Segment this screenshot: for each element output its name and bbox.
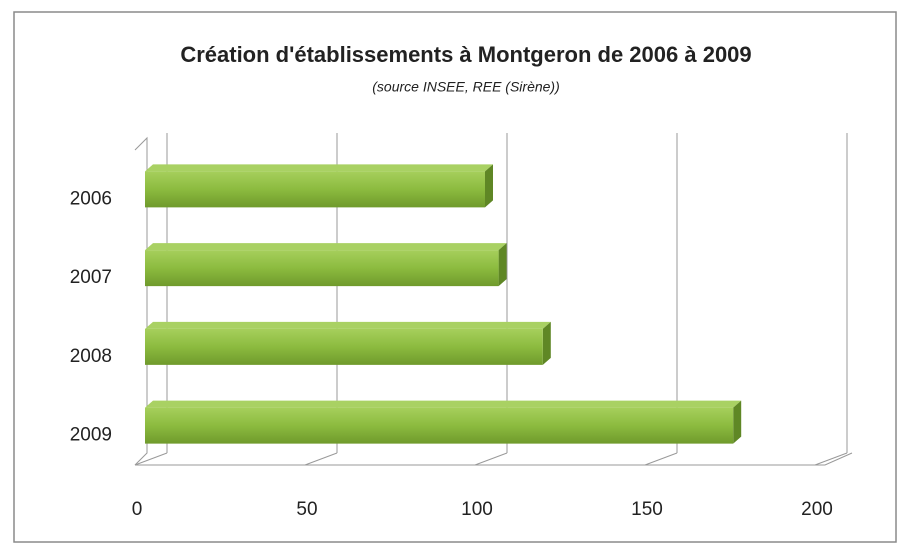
- x-tick-label: 150: [631, 499, 663, 520]
- floor: [135, 452, 853, 466]
- x-tick-label: 0: [132, 499, 143, 520]
- bar-top: [145, 243, 507, 251]
- grid-floor: [134, 452, 168, 466]
- x-tick-label: 100: [461, 499, 493, 520]
- bar-end: [485, 164, 493, 208]
- x-tick-label: 200: [801, 499, 833, 520]
- y-tick-label: 2009: [70, 425, 112, 446]
- bar: [145, 407, 734, 444]
- bar-end: [498, 243, 507, 287]
- y-tick-label: 2008: [70, 346, 112, 367]
- grid-floor: [644, 452, 678, 466]
- bar: [145, 171, 485, 208]
- wall: [134, 136, 148, 466]
- bar-top: [145, 400, 742, 408]
- y-tick-label: 2006: [70, 188, 112, 209]
- grid-floor: [814, 452, 848, 466]
- bar-top: [145, 164, 493, 172]
- bar: [145, 328, 543, 365]
- chart-title: Création d'établissements à Montgeron de…: [180, 42, 751, 67]
- y-tick-label: 2007: [70, 267, 112, 288]
- bar: [145, 250, 499, 287]
- bar-end: [542, 321, 551, 365]
- x-tick-label: 50: [296, 499, 317, 520]
- bar-end: [733, 400, 742, 444]
- chart-subtitle: (source INSEE, REE (Sirène)): [372, 79, 560, 95]
- grid-floor: [304, 452, 338, 466]
- grid-floor: [474, 452, 508, 466]
- bar-top: [145, 321, 551, 329]
